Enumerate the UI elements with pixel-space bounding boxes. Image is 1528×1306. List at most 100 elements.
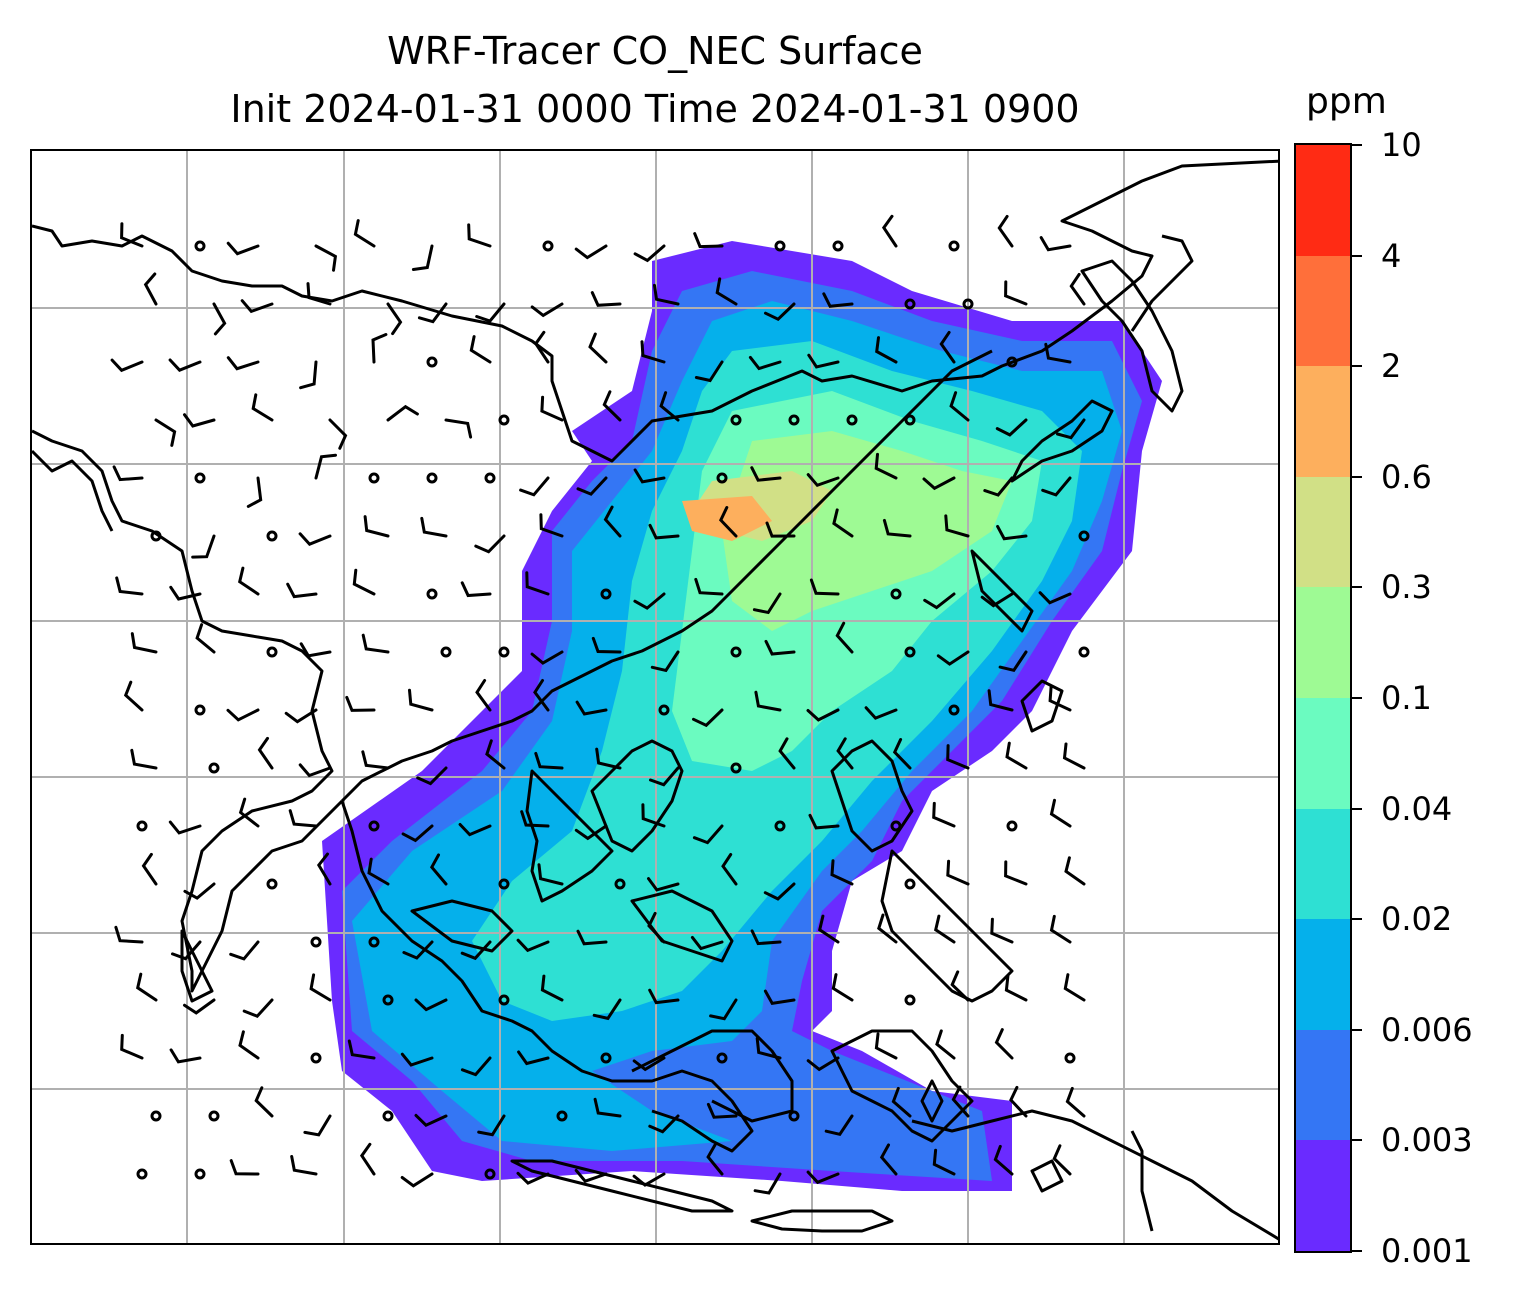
wind-barb: [183, 413, 216, 428]
calm-wind-marker: [716, 1052, 728, 1064]
wind-barb: [516, 938, 550, 953]
colorbar-tick: [1352, 365, 1362, 368]
calm-wind-marker: [266, 878, 278, 890]
wind-barb: [314, 453, 337, 480]
colorbar-tick-label: 0.003: [1381, 1121, 1473, 1160]
wind-barb: [588, 332, 608, 364]
wind-barb: [835, 621, 854, 654]
calm-wind-marker: [832, 240, 844, 252]
calm-wind-marker: [890, 820, 902, 832]
calm-wind-marker: [890, 588, 902, 600]
wind-barb: [1044, 342, 1072, 364]
wind-barb: [877, 913, 898, 944]
calm-wind-marker: [310, 1052, 322, 1064]
wind-barb: [309, 973, 332, 1002]
colorbar-tick: [1352, 254, 1362, 257]
co-concentration-field: [322, 241, 1162, 1191]
wind-barb: [123, 680, 144, 712]
wind-barb: [719, 506, 738, 538]
wind-barb: [892, 738, 912, 770]
colorbar: [1294, 143, 1352, 1253]
wind-barb: [750, 466, 782, 482]
wind-barb: [1065, 1086, 1086, 1118]
wind-barb: [444, 418, 473, 439]
wind-barb: [592, 998, 622, 1021]
calm-wind-marker: [484, 1168, 496, 1180]
map-subtitle: Init 2024-01-31 0000 Time 2024-01-31 090…: [230, 87, 1080, 131]
colorbar-segment: [1296, 1139, 1350, 1251]
wind-barb: [534, 751, 564, 770]
wind-barb: [408, 688, 434, 712]
wind-barb: [836, 737, 854, 770]
calm-wind-marker: [948, 240, 960, 252]
colorbar-segment: [1296, 1028, 1350, 1141]
wind-barb: [755, 1037, 782, 1060]
wind-barb: [361, 633, 390, 654]
wind-barbs: [110, 214, 1090, 1195]
wind-barb: [517, 1050, 550, 1066]
wind-barb: [460, 581, 492, 598]
wind-barb: [932, 1148, 956, 1176]
wind-barb: [1041, 476, 1072, 497]
calm-wind-marker: [556, 1110, 568, 1122]
calm-wind-marker: [730, 646, 742, 658]
wind-barb: [874, 1032, 898, 1060]
wind-barb: [879, 1143, 898, 1176]
wind-barb: [949, 391, 970, 422]
calm-wind-marker: [962, 298, 974, 310]
wind-barb: [169, 1048, 202, 1064]
wind-barb: [112, 465, 144, 482]
wind-barb: [763, 882, 796, 901]
wind-barb: [807, 353, 840, 369]
wind-barb: [168, 358, 202, 372]
wind-barb: [750, 929, 782, 946]
colorbar-tick: [1352, 144, 1362, 146]
colorbar-segment: [1296, 586, 1350, 698]
wind-barb: [632, 1172, 666, 1187]
wind-barb: [306, 282, 332, 306]
wind-barb: [690, 935, 724, 951]
wind-barb: [257, 736, 274, 770]
wind-barb: [520, 810, 550, 828]
colorbar-segment: [1296, 365, 1350, 477]
wind-barb: [1039, 236, 1072, 252]
wind-barb: [110, 358, 144, 373]
map-panel[interactable]: [30, 149, 1280, 1245]
wind-barb: [352, 568, 376, 596]
colorbar-tick: [1352, 697, 1362, 699]
wind-barb: [831, 973, 854, 1002]
wind-barb: [764, 302, 796, 321]
calm-wind-marker: [904, 298, 916, 310]
wind-barb: [721, 853, 738, 886]
wind-barb: [120, 1033, 144, 1060]
wind-barb: [417, 302, 448, 324]
wind-barb: [980, 592, 1014, 608]
wind-barb: [114, 925, 144, 944]
calm-wind-marker: [368, 472, 380, 484]
wind-barb: [226, 708, 260, 722]
wind-barb: [485, 739, 506, 770]
calm-wind-marker: [426, 588, 438, 600]
colorbar-segment: [1296, 697, 1350, 809]
wind-barb: [154, 418, 177, 447]
colorbar-tick-label: 0.1: [1381, 679, 1432, 717]
wind-barb: [946, 744, 970, 770]
wind-barb: [875, 336, 898, 364]
wind-barb: [141, 852, 158, 886]
colorbar-tick-label: 4: [1381, 236, 1402, 275]
wind-barb: [576, 476, 608, 496]
calm-wind-marker: [774, 240, 786, 252]
wind-barb: [748, 355, 782, 371]
wind-barb: [467, 223, 492, 248]
wind-barb: [1004, 860, 1028, 886]
wind-barb: [246, 476, 263, 508]
wind-barb: [648, 523, 680, 540]
calm-wind-marker: [150, 530, 162, 542]
calm-wind-marker: [208, 762, 220, 774]
wind-barb: [951, 1085, 970, 1118]
calm-wind-marker: [658, 704, 670, 716]
wind-barb: [299, 360, 318, 390]
wind-barb: [540, 974, 564, 1002]
calm-wind-marker: [1006, 356, 1018, 368]
wind-barb: [994, 1028, 1014, 1060]
